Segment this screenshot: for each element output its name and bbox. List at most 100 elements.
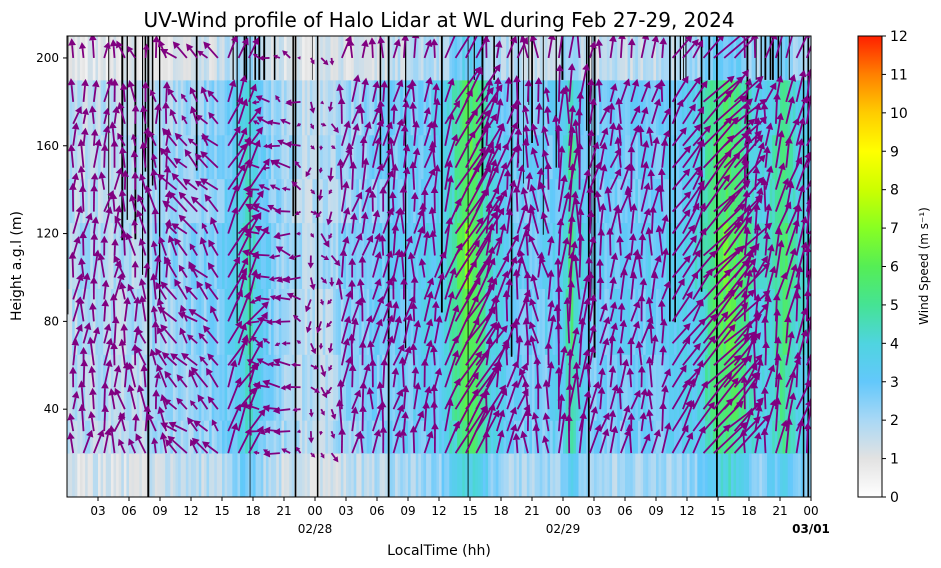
heatmap-cell: [175, 79, 179, 136]
heatmap-cell: [260, 134, 264, 180]
wind-arrow: [423, 168, 436, 191]
heatmap-cell: [798, 79, 802, 136]
wind-arrow: [113, 364, 122, 388]
heatmap-cell: [560, 354, 564, 421]
heatmap-cell: [273, 453, 277, 497]
heatmap-cell: [219, 222, 223, 289]
wind-arrow: [733, 36, 757, 59]
heatmap-cell: [730, 134, 735, 180]
wind-arrow: [619, 319, 628, 344]
heatmap-cell: [426, 420, 430, 454]
heatmap-cell: [154, 222, 159, 289]
wind-arrow: [150, 305, 158, 322]
heatmap-cell: [232, 134, 236, 180]
wind-arrow: [350, 212, 358, 234]
heatmap-cell: [488, 36, 492, 81]
heatmap-cell: [152, 36, 156, 81]
heatmap-cell: [803, 222, 807, 289]
heatmap-cell: [622, 79, 626, 136]
heatmap-cell: [364, 222, 368, 289]
heatmap-cell: [557, 178, 562, 224]
wind-arrow: [595, 38, 603, 59]
heatmap-cell: [792, 453, 797, 497]
heatmap-cell: [219, 354, 223, 421]
heatmap-cell: [570, 354, 574, 421]
heatmap-cell: [271, 134, 275, 180]
heatmap-cell: [679, 79, 683, 136]
wind-arrow: [530, 146, 540, 168]
heatmap-cell: [790, 134, 794, 180]
heatmap-cell: [129, 79, 133, 136]
wind-arrow: [77, 296, 85, 322]
heatmap-cell: [320, 79, 324, 136]
heatmap-cell: [116, 354, 120, 421]
heatmap-cell: [67, 79, 71, 136]
heatmap-cell: [108, 178, 112, 224]
wind-arrow: [248, 301, 269, 323]
heatmap-cell: [183, 354, 187, 421]
heatmap-cell: [209, 288, 213, 355]
x-axis: 03 06 09 12 15 18 21 00 03 06 09 12 15 18 21 00 03 06 09 12…: [90, 497, 830, 536]
heatmap-cell: [263, 354, 267, 421]
wind-arrow: [496, 254, 510, 278]
heatmap-cell: [803, 288, 807, 355]
wind-arrow: [227, 403, 242, 432]
heatmap-cell: [139, 453, 143, 497]
wind-arrow: [198, 332, 209, 344]
heatmap-cell: [356, 288, 360, 355]
heatmap-cell: [451, 134, 456, 180]
heatmap-cell: [511, 178, 515, 224]
heatmap-cell: [405, 79, 409, 136]
heatmap-cell: [395, 420, 399, 454]
heatmap-cell: [98, 79, 102, 136]
heatmap-cell: [227, 79, 231, 136]
heatmap-cell: [196, 36, 200, 81]
heatmap-cell: [98, 354, 102, 421]
heatmap-cell: [410, 288, 414, 355]
heatmap-cell: [591, 36, 595, 81]
heatmap-cell: [108, 134, 112, 180]
heatmap-cell: [617, 420, 621, 454]
heatmap-cell: [508, 453, 512, 497]
heatmap-cell: [537, 222, 541, 289]
heatmap-cell: [178, 420, 182, 454]
heatmap-cell: [299, 36, 303, 81]
wind-arrow: [110, 342, 118, 366]
heatmap-cell: [364, 36, 368, 81]
heatmap-cell: [767, 354, 771, 421]
wind-arrow: [522, 317, 531, 344]
heatmap-cell: [193, 79, 197, 136]
heatmap-cell: [666, 178, 670, 224]
heatmap-cell: [746, 288, 750, 355]
heatmap-cell: [118, 178, 122, 224]
heatmap-cell: [95, 453, 99, 497]
heatmap-cell: [441, 354, 445, 421]
heatmap-cell: [591, 288, 595, 355]
heatmap-cell: [493, 79, 497, 136]
heatmap-cell: [113, 36, 117, 81]
heatmap-cell: [201, 79, 205, 136]
wind-arrow: [114, 387, 126, 410]
heatmap-cell: [609, 134, 613, 180]
wind-arrow: [740, 375, 749, 410]
heatmap-cell: [451, 36, 456, 81]
wind-arrow: [428, 206, 437, 234]
wind-arrow: [608, 409, 617, 432]
wind-arrow: [82, 322, 92, 344]
heatmap-cell: [196, 288, 200, 355]
heatmap-cell: [348, 178, 352, 224]
heatmap-cell: [229, 420, 233, 454]
heatmap-cell: [110, 134, 115, 180]
wind-arrow: [341, 120, 351, 147]
wind-arrow: [178, 191, 198, 213]
wind-arrow: [754, 81, 763, 103]
wind-arrow: [659, 345, 667, 366]
heatmap-cell: [327, 453, 332, 497]
wind-arrow: [100, 143, 109, 168]
wind-arrow: [113, 204, 123, 234]
heatmap-cell: [136, 222, 140, 289]
wind-arrow: [273, 232, 291, 240]
wind-arrow: [599, 141, 608, 168]
heatmap-cell: [206, 288, 210, 355]
heatmap-cell: [72, 79, 76, 136]
